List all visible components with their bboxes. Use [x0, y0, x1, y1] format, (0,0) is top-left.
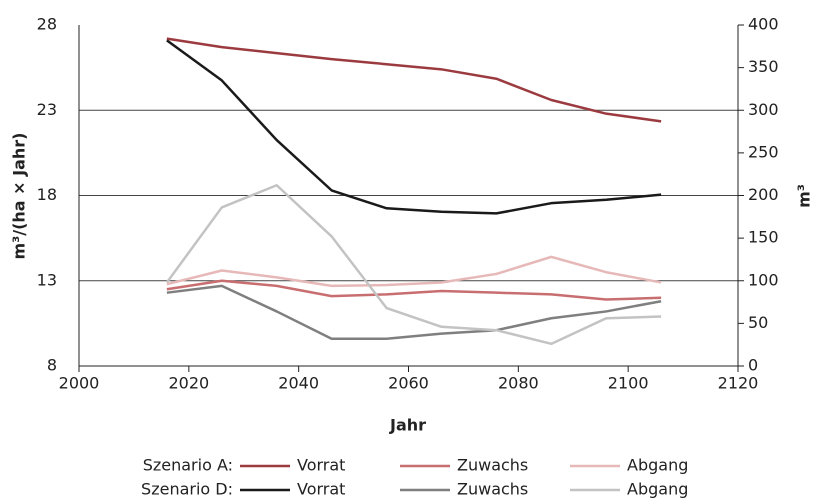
y2-axis-label: m³ — [795, 184, 814, 208]
legend-label: Zuwachs — [457, 480, 528, 499]
x-tick-label: 2100 — [608, 374, 649, 393]
x-tick-label: 2060 — [388, 374, 429, 393]
series-line — [166, 255, 662, 288]
x-tick-label: 2020 — [168, 374, 209, 393]
series-line — [166, 279, 662, 301]
y2-tick-label: 350 — [748, 57, 779, 76]
y2-tick-label: 400 — [748, 15, 779, 34]
series-line — [166, 284, 662, 340]
y2-tick-label: 100 — [748, 270, 779, 289]
series-line — [166, 37, 662, 123]
y2-tick-label: 250 — [748, 142, 779, 161]
legend-label: Zuwachs — [457, 456, 528, 475]
x-tick-label: 2040 — [278, 374, 319, 393]
y2-tick-label: 0 — [748, 356, 758, 375]
y-tick-label: 23 — [37, 100, 57, 119]
y-axis-label: m³/(ha × Jahr) — [10, 133, 29, 260]
y2-tick-label: 300 — [748, 100, 779, 119]
y2-tick-label: 50 — [748, 313, 768, 332]
x-axis-label: Jahr — [389, 416, 426, 435]
legend-label: Vorrat — [297, 480, 345, 499]
y-tick-label: 13 — [37, 270, 57, 289]
y-tick-label: 8 — [47, 356, 57, 375]
legend-label: Vorrat — [297, 456, 345, 475]
series-line — [166, 39, 662, 215]
x-tick-label: 2120 — [718, 374, 759, 393]
y2-tick-label: 150 — [748, 228, 779, 247]
y2-tick-label: 200 — [748, 185, 779, 204]
y-tick-label: 28 — [37, 15, 57, 34]
legend-label: Abgang — [627, 480, 688, 499]
legend-group-label: Szenario A: — [143, 456, 233, 475]
legend-label: Abgang — [627, 456, 688, 475]
series-line — [165, 184, 662, 346]
x-tick-label: 2000 — [59, 374, 100, 393]
x-tick-label: 2080 — [498, 374, 539, 393]
legend-group-label: Szenario D: — [141, 480, 233, 499]
y-tick-label: 18 — [37, 185, 57, 204]
